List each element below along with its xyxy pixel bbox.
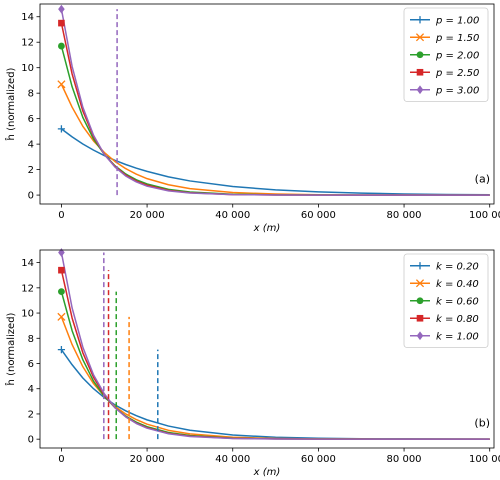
- series-line-4: [60, 8, 490, 196]
- y-axis-label: ĥ (normalized): [4, 67, 17, 141]
- legend-label: p = 2.50: [435, 68, 479, 79]
- y-tick-label: 2: [28, 409, 34, 420]
- x-axis-label: x (m): [253, 223, 281, 234]
- series-marker-1: [57, 80, 66, 89]
- legend-label: p = 1.50: [435, 33, 479, 44]
- legend: k = 0.20 k = 0.40 k = 0.60 k = 0.80 k = 1.00: [403, 253, 489, 348]
- legend-marker: [415, 279, 425, 288]
- y-tick-label: 6: [28, 114, 34, 125]
- y-tick-label: 4: [28, 140, 34, 151]
- y-axis-label: ĥ (normalized): [4, 312, 17, 386]
- legend-label: p = 1.00: [435, 15, 479, 26]
- axes-frame: [39, 249, 495, 449]
- series-marker-2: [58, 42, 65, 50]
- legend-marker: [416, 51, 424, 59]
- legend-label: k = 0.80: [436, 314, 479, 325]
- series-marker-3: [58, 19, 65, 27]
- series-marker-0: [57, 125, 66, 133]
- x-tick-label: 20 000: [130, 454, 165, 465]
- y-tick-label: 10: [21, 63, 34, 74]
- panel-label: (a): [475, 172, 490, 185]
- legend-label: k = 0.20: [436, 261, 479, 272]
- y-tick-label: 6: [28, 359, 34, 370]
- x-tick-label: 100 000: [469, 454, 500, 465]
- x-tick-label: 40 000: [215, 210, 250, 221]
- legend-box: [403, 7, 489, 102]
- panel-label: (b): [474, 417, 490, 430]
- legend-marker: [416, 16, 424, 24]
- panel-b: 0 20 000 40 000 60 000 80 000 100 000 0 2 4 6 8 10 1…: [4, 248, 500, 478]
- y-tick-label: 12: [21, 38, 34, 49]
- y-tick-label: 10: [21, 309, 34, 320]
- series-marker-2: [58, 288, 65, 296]
- y-tick-label: 8: [28, 89, 34, 100]
- x-tick-label: 80 000: [387, 454, 422, 465]
- legend-marker: [416, 85, 424, 95]
- x-tick-label: 40 000: [215, 454, 250, 465]
- y-tick-label: 12: [21, 283, 34, 294]
- legend-marker: [416, 297, 424, 305]
- legend-marker: [416, 262, 424, 270]
- x-tick-label: 100 000: [469, 210, 500, 221]
- x-tick-label: 60 000: [301, 210, 336, 221]
- y-tick-label: 0: [28, 435, 34, 446]
- panel-a: 0 20 000 40 000 60 000 80 000 100 000 0 2 4 6 8 10 1…: [4, 3, 500, 234]
- x-tick-label: 0: [58, 210, 64, 221]
- x-tick-label: 20 000: [130, 210, 165, 221]
- y-tick-label: 14: [21, 258, 34, 269]
- legend-label: p = 3.00: [435, 85, 479, 96]
- series-marker-4: [58, 4, 65, 14]
- series-marker-3: [58, 266, 65, 274]
- legend-box: [403, 253, 489, 348]
- legend-label: k = 0.40: [436, 279, 479, 290]
- legend-label: p = 2.00: [435, 50, 479, 61]
- legend-marker: [416, 331, 424, 341]
- y-tick-label: 2: [28, 165, 34, 176]
- y-tick-label: 8: [28, 334, 34, 345]
- axes-frame: [39, 3, 495, 205]
- x-tick-label: 60 000: [301, 454, 336, 465]
- series-marker-1: [57, 312, 66, 321]
- series-line-0: [60, 128, 490, 196]
- legend-label: k = 0.60: [436, 296, 479, 307]
- x-tick-label: 0: [58, 454, 64, 465]
- legend: p = 1.00 p = 1.50 p = 2.00 p = 2.50 p = 3.00: [403, 7, 489, 102]
- y-tick-label: 4: [28, 384, 34, 395]
- series-marker-0: [57, 346, 66, 354]
- legend-label: k = 1.00: [436, 331, 479, 342]
- x-tick-label: 80 000: [387, 210, 422, 221]
- y-tick-label: 14: [21, 12, 34, 23]
- legend-marker: [416, 314, 424, 322]
- legend-marker: [416, 68, 424, 76]
- y-tick-label: 0: [28, 191, 34, 202]
- x-axis-label: x (m): [253, 467, 281, 478]
- legend-marker: [415, 33, 425, 42]
